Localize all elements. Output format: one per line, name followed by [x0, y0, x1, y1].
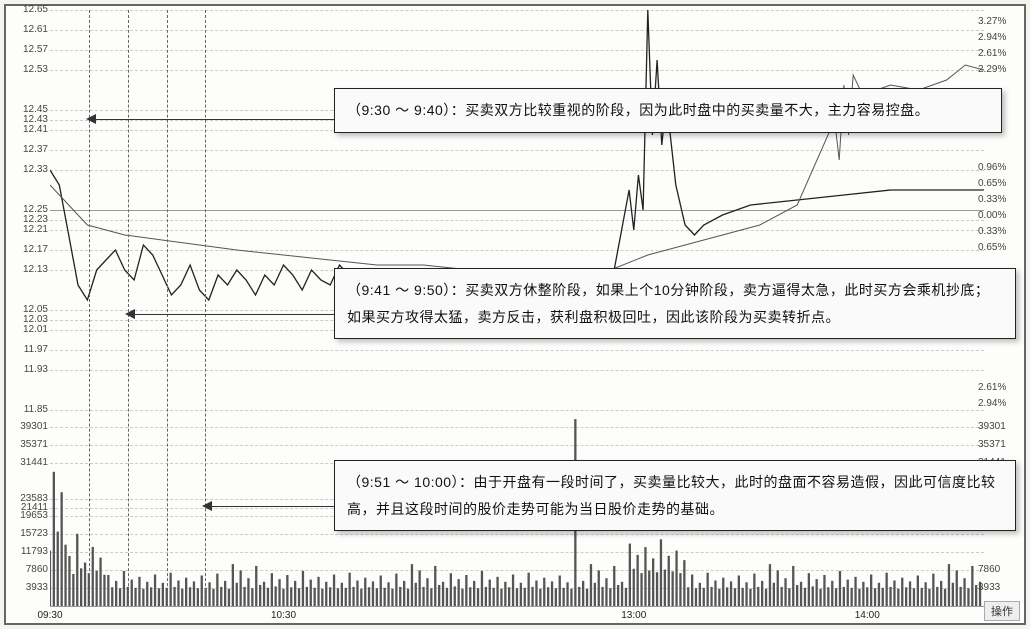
vol-tick-right: 3933 — [978, 582, 1020, 593]
vol-tick-left: 3933 — [10, 582, 48, 593]
x-tick: 09:30 — [37, 610, 62, 621]
y-tick-left: 12.65 — [10, 4, 48, 15]
vol-tick-right: 35371 — [978, 439, 1020, 450]
y-tick-right: 3.27% — [978, 16, 1020, 27]
y-tick-right: 0.65% — [978, 242, 1020, 253]
time-marker-line — [205, 10, 206, 606]
y-tick-left: 12.13 — [10, 264, 48, 275]
y-tick-right: 0.96% — [978, 162, 1020, 173]
vol-tick-right: 39301 — [978, 421, 1020, 432]
chart-frame: 12.6512.6112.5712.5312.4312.4512.4112.37… — [4, 4, 1026, 625]
time-marker-line — [89, 10, 90, 606]
callout-arrow-head — [86, 114, 96, 124]
y-tick-left: 12.17 — [10, 244, 48, 255]
y-tick-right: 0.33% — [978, 226, 1020, 237]
y-tick-right: 2.94% — [978, 32, 1020, 43]
y-tick-left: 12.01 — [10, 324, 48, 335]
y-tick-left: 11.97 — [10, 344, 48, 355]
vol-tick-left: 35371 — [10, 439, 48, 450]
time-marker-line — [167, 10, 168, 606]
callout-arrow-line — [127, 314, 334, 315]
y-tick-right: 0.33% — [978, 194, 1020, 205]
vol-tick-left: 11793 — [10, 546, 48, 557]
y-tick-left: 12.33 — [10, 164, 48, 175]
callout-c1: （9:30 ～ 9:40）：买卖双方比较重视的阶段，因为此时盘中的买卖量不大，主… — [334, 88, 1002, 133]
vol-tick-left: 23583 — [10, 493, 48, 504]
y-tick-right: 2.61% — [978, 382, 1020, 393]
time-marker-line — [128, 10, 129, 606]
y-tick-left: 12.53 — [10, 64, 48, 75]
y-tick-left: 12.41 — [10, 124, 48, 135]
y-tick-right: 0.00% — [978, 210, 1020, 221]
x-tick: 10:30 — [271, 610, 296, 621]
vol-tick-left: 31441 — [10, 457, 48, 468]
vol-tick-right: 7860 — [978, 564, 1020, 575]
price-chart — [50, 10, 984, 410]
vol-tick-left: 15723 — [10, 528, 48, 539]
y-tick-right: 2.61% — [978, 48, 1020, 59]
callout-arrow-head — [202, 501, 212, 511]
callout-arrow-line — [88, 119, 334, 120]
y-tick-left: 12.25 — [10, 204, 48, 215]
x-tick: 13:00 — [621, 610, 646, 621]
vol-tick-left: 39301 — [10, 421, 48, 432]
y-tick-left: 12.57 — [10, 44, 48, 55]
y-tick-left: 12.45 — [10, 104, 48, 115]
series-price_main — [50, 10, 984, 310]
y-tick-left: 12.05 — [10, 304, 48, 315]
x-tick: 14:00 — [855, 610, 880, 621]
y-tick-left: 12.37 — [10, 144, 48, 155]
callout-c2: （9:41 ～ 9:50）：买卖双方休整阶段，如果上个10分钟阶段，卖方逼得太急… — [334, 268, 1016, 339]
vol-tick-left: 19653 — [10, 510, 48, 521]
y-tick-right: 2.29% — [978, 64, 1020, 75]
callout-c3: （9:51 ～ 10:00）：由于开盘有一段时间了，买卖量比较大，此时的盘面不容… — [334, 460, 1016, 531]
operate-button[interactable]: 操作 — [984, 601, 1020, 621]
y-tick-right: 0.65% — [978, 178, 1020, 189]
y-tick-left: 11.85 — [10, 404, 48, 415]
y-tick-left: 11.93 — [10, 364, 48, 375]
callout-arrow-line — [204, 506, 334, 507]
callout-arrow-head — [125, 309, 135, 319]
vol-tick-left: 7860 — [10, 564, 48, 575]
y-tick-left: 12.61 — [10, 24, 48, 35]
y-tick-left: 12.21 — [10, 224, 48, 235]
y-tick-right: 2.94% — [978, 398, 1020, 409]
